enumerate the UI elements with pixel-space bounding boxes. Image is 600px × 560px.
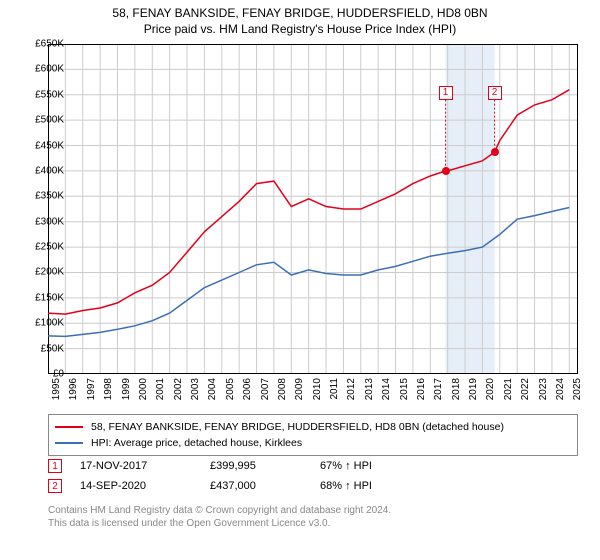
chart-sale-dot-2: [491, 148, 499, 156]
title-subtitle: Price paid vs. HM Land Registry's House …: [0, 22, 600, 36]
xtick-label: 2011: [329, 378, 340, 408]
xtick-label: 2015: [399, 378, 410, 408]
root: 58, FENAY BANKSIDE, FENAY BRIDGE, HUDDER…: [0, 0, 600, 560]
ytick-label: £350K: [4, 191, 64, 202]
sale-marker-2-num: 2: [52, 481, 58, 492]
xtick-label: 2023: [538, 378, 549, 408]
chart-sale-marker-2: 2: [488, 86, 502, 100]
footer: Contains HM Land Registry data © Crown c…: [48, 504, 391, 530]
title-address: 58, FENAY BANKSIDE, FENAY BRIDGE, HUDDER…: [0, 6, 600, 20]
xtick-label: 1998: [103, 378, 114, 408]
ytick-label: £200K: [4, 267, 64, 278]
ytick-label: £300K: [4, 216, 64, 227]
ytick-label: £500K: [4, 115, 64, 126]
sale-price-1: £399,995: [210, 460, 320, 472]
xtick-label: 2025: [572, 378, 583, 408]
ytick-label: £50K: [4, 343, 64, 354]
xtick-label: 2002: [173, 378, 184, 408]
footer-line-2: This data is licensed under the Open Gov…: [48, 517, 391, 530]
ytick-label: £650K: [4, 39, 64, 50]
sale-date-2: 14-SEP-2020: [80, 480, 210, 492]
legend-swatch-property: [55, 426, 83, 428]
xtick-label: 2010: [312, 378, 323, 408]
xtick-label: 2003: [190, 378, 201, 408]
sale-row-2: 2 14-SEP-2020 £437,000 68% ↑ HPI: [48, 476, 420, 496]
legend-row-property: 58, FENAY BANKSIDE, FENAY BRIDGE, HUDDER…: [55, 419, 571, 435]
xtick-label: 2004: [207, 378, 218, 408]
xtick-label: 2016: [416, 378, 427, 408]
xtick-label: 2020: [485, 378, 496, 408]
sale-marker-1: 1: [48, 459, 62, 473]
xtick-label: 1999: [121, 378, 132, 408]
legend-swatch-hpi: [55, 442, 83, 444]
xtick-label: 2012: [346, 378, 357, 408]
xtick-label: 2019: [468, 378, 479, 408]
sale-date-1: 17-NOV-2017: [80, 460, 210, 472]
footer-line-1: Contains HM Land Registry data © Crown c…: [48, 504, 391, 517]
xtick-label: 2001: [155, 378, 166, 408]
xtick-label: 2006: [242, 378, 253, 408]
xtick-label: 2024: [555, 378, 566, 408]
sale-row-1: 1 17-NOV-2017 £399,995 67% ↑ HPI: [48, 456, 420, 476]
legend-label-hpi: HPI: Average price, detached house, Kirk…: [91, 437, 302, 449]
ytick-label: £150K: [4, 292, 64, 303]
ytick-label: £550K: [4, 89, 64, 100]
xtick-label: 1996: [68, 378, 79, 408]
chart-sale-dot-1: [442, 167, 450, 175]
legend-row-hpi: HPI: Average price, detached house, Kirk…: [55, 435, 571, 451]
ytick-label: £600K: [4, 64, 64, 75]
sale-pct-2: 68% ↑ HPI: [320, 480, 420, 492]
chart-sale-marker-1: 1: [439, 86, 453, 100]
xtick-label: 2005: [225, 378, 236, 408]
xtick-label: 2022: [520, 378, 531, 408]
xtick-label: 2007: [260, 378, 271, 408]
xtick-label: 2000: [138, 378, 149, 408]
legend: 58, FENAY BANKSIDE, FENAY BRIDGE, HUDDER…: [48, 414, 578, 456]
sale-price-2: £437,000: [210, 480, 320, 492]
sale-marker-1-num: 1: [52, 461, 58, 472]
title-block: 58, FENAY BANKSIDE, FENAY BRIDGE, HUDDER…: [0, 0, 600, 36]
xtick-label: 2013: [364, 378, 375, 408]
legend-label-property: 58, FENAY BANKSIDE, FENAY BRIDGE, HUDDER…: [91, 421, 504, 433]
sales-table: 1 17-NOV-2017 £399,995 67% ↑ HPI 2 14-SE…: [48, 456, 420, 496]
ytick-label: £100K: [4, 318, 64, 329]
xtick-label: 2021: [503, 378, 514, 408]
xtick-label: 1995: [51, 378, 62, 408]
xtick-label: 2014: [381, 378, 392, 408]
xtick-label: 2008: [277, 378, 288, 408]
sale-marker-2: 2: [48, 479, 62, 493]
sale-pct-1: 67% ↑ HPI: [320, 460, 420, 472]
xtick-label: 1997: [86, 378, 97, 408]
ytick-label: £400K: [4, 165, 64, 176]
xtick-label: 2017: [433, 378, 444, 408]
ytick-label: £450K: [4, 140, 64, 151]
ytick-label: £250K: [4, 242, 64, 253]
xtick-label: 2018: [451, 378, 462, 408]
xtick-label: 2009: [294, 378, 305, 408]
